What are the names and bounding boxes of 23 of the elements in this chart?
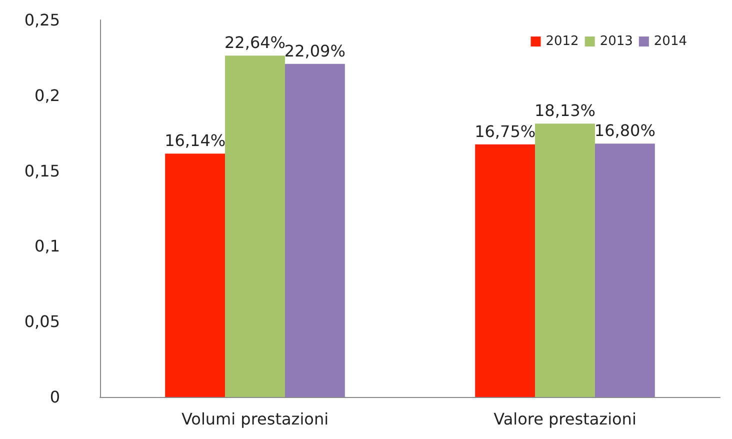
bar <box>535 124 595 397</box>
bar <box>225 56 285 397</box>
bar <box>165 154 226 397</box>
x-tick-label: Valore prestazioni <box>494 410 636 428</box>
legend-label: 2013 <box>600 34 633 49</box>
data-label: 16,80% <box>594 121 656 140</box>
y-tick-label: 0,15 <box>24 161 60 180</box>
bar <box>284 64 345 397</box>
y-tick-label: 0,1 <box>34 236 60 256</box>
data-label: 22,64% <box>224 33 286 52</box>
data-label: 22,09% <box>284 41 346 60</box>
legend-label: 2012 <box>546 34 579 49</box>
y-tick-label: 0,2 <box>34 86 60 105</box>
y-tick-label: 0 <box>50 388 60 406</box>
x-tick-label: Volumi prestazioni <box>181 410 329 428</box>
bar <box>475 144 536 397</box>
y-tick-label: 0,05 <box>24 312 60 332</box>
y-tick-label: 0,25 <box>24 10 60 30</box>
data-label: 16,75% <box>474 122 536 141</box>
data-label: 16,14% <box>164 131 226 150</box>
bar <box>594 144 655 397</box>
data-label: 18,13% <box>534 101 596 120</box>
legend-label: 2014 <box>654 34 688 49</box>
